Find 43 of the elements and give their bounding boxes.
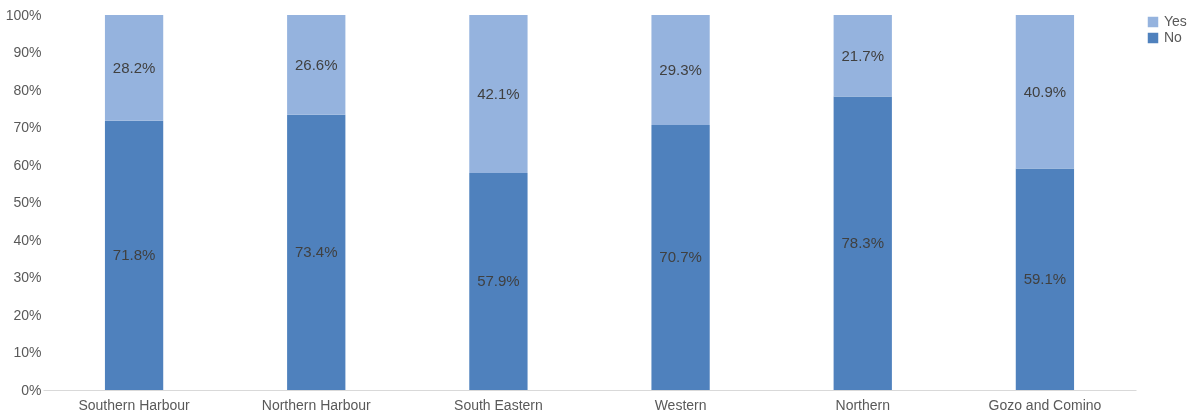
bar	[104, 120, 164, 390]
data-label: 71.8%	[112, 246, 156, 264]
y-tick-label: 80%	[13, 81, 42, 98]
y-tick-label: 100%	[5, 6, 42, 23]
bar	[104, 15, 164, 121]
legend-label: Yes	[1164, 13, 1187, 29]
bar	[651, 124, 710, 390]
bar	[287, 114, 346, 390]
data-label: 28.2%	[112, 58, 156, 76]
y-tick-label: 50%	[13, 194, 42, 210]
bar	[833, 96, 892, 390]
data-label: 59.1%	[1023, 270, 1067, 288]
y-tick-label: 10%	[13, 344, 42, 360]
y-tick-label: 70%	[13, 119, 42, 135]
x-tick-label: South Eastern	[454, 396, 543, 413]
data-label: 42.1%	[477, 84, 520, 102]
data-label: 40.9%	[1023, 82, 1067, 100]
y-tick-label: 90%	[13, 44, 42, 60]
bar	[287, 15, 346, 115]
legend-label: No	[1164, 29, 1183, 45]
data-label: 73.4%	[294, 243, 338, 261]
data-label: 26.6%	[294, 55, 338, 73]
y-tick-label: 20%	[13, 306, 42, 323]
data-label: 57.9%	[477, 272, 520, 290]
bar	[469, 172, 528, 390]
bar	[469, 15, 528, 173]
x-tick-label: Southern Harbour	[78, 396, 191, 413]
y-tick-label: 60%	[13, 156, 42, 173]
y-tick-label: 40%	[13, 231, 42, 248]
x-tick-label: Northern	[835, 396, 890, 413]
data-label: 78.3%	[841, 234, 885, 252]
data-label: 29.3%	[659, 60, 702, 78]
bar	[1015, 168, 1075, 390]
bar	[1015, 15, 1075, 169]
data-label: 70.7%	[659, 248, 702, 266]
bar	[651, 15, 710, 125]
bar	[833, 15, 892, 97]
x-tick-label: Northern Harbour	[261, 396, 372, 413]
y-tick-label: 0%	[21, 381, 42, 398]
y-tick-label: 30%	[13, 269, 42, 285]
data-label: 21.7%	[841, 46, 885, 64]
x-tick-label: Western	[654, 396, 707, 413]
x-tick-label: Gozo and Comino	[988, 396, 1102, 413]
